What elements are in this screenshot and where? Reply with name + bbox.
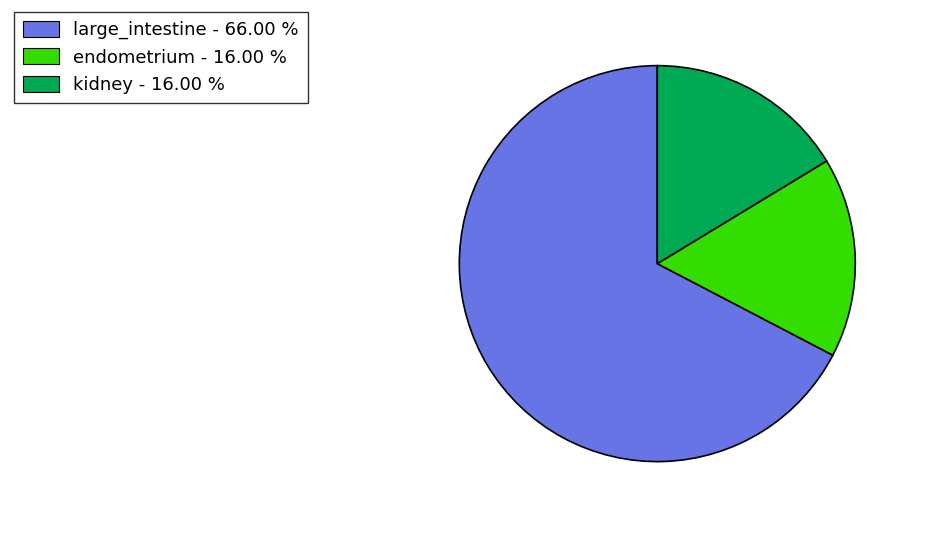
Legend: large_intestine - 66.00 %, endometrium - 16.00 %, kidney - 16.00 %: large_intestine - 66.00 %, endometrium -… xyxy=(14,12,308,103)
Wedge shape xyxy=(657,66,826,264)
Wedge shape xyxy=(657,161,855,355)
Wedge shape xyxy=(459,66,833,462)
